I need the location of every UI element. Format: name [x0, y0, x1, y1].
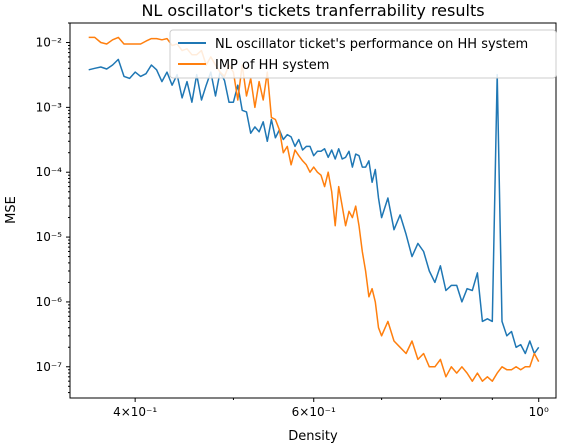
series-line-0	[88, 58, 540, 355]
legend-label-0: NL oscillator ticket's performance on HH…	[215, 37, 528, 52]
y-axis-label: MSE	[4, 196, 19, 224]
legend: NL oscillator ticket's performance on HH…	[169, 29, 557, 79]
x-axis-label: Density	[288, 429, 338, 444]
chart-title: NL oscillator's tickets tranferrability …	[141, 1, 484, 20]
y-tick-label-0: 10⁻⁷	[36, 360, 63, 374]
y-tick-label-5: 10⁻²	[36, 36, 63, 50]
plot-frame	[69, 22, 557, 399]
x-tick-label-1: 6×10⁻¹	[292, 405, 336, 419]
y-tick-label-1: 10⁻⁶	[36, 295, 63, 309]
x-tick-label-0: 4×10⁻¹	[113, 405, 157, 419]
legend-box	[169, 29, 557, 79]
series-layer	[88, 36, 540, 382]
series-line-1	[88, 36, 540, 382]
y-tick-label-2: 10⁻⁵	[36, 230, 63, 244]
legend-label-1: IMP of HH system	[215, 58, 329, 73]
y-tick-label-4: 10⁻³	[36, 100, 63, 114]
x-tick-label-2: 10⁰	[529, 405, 549, 419]
ticks-layer: 10⁻⁷ 10⁻⁶ 10⁻⁵ 10⁻⁴ 10⁻³ 10⁻² 4×10⁻¹ 6×10⁻¹ 10⁰	[36, 22, 549, 419]
y-tick-label-3: 10⁻⁴	[36, 165, 63, 179]
